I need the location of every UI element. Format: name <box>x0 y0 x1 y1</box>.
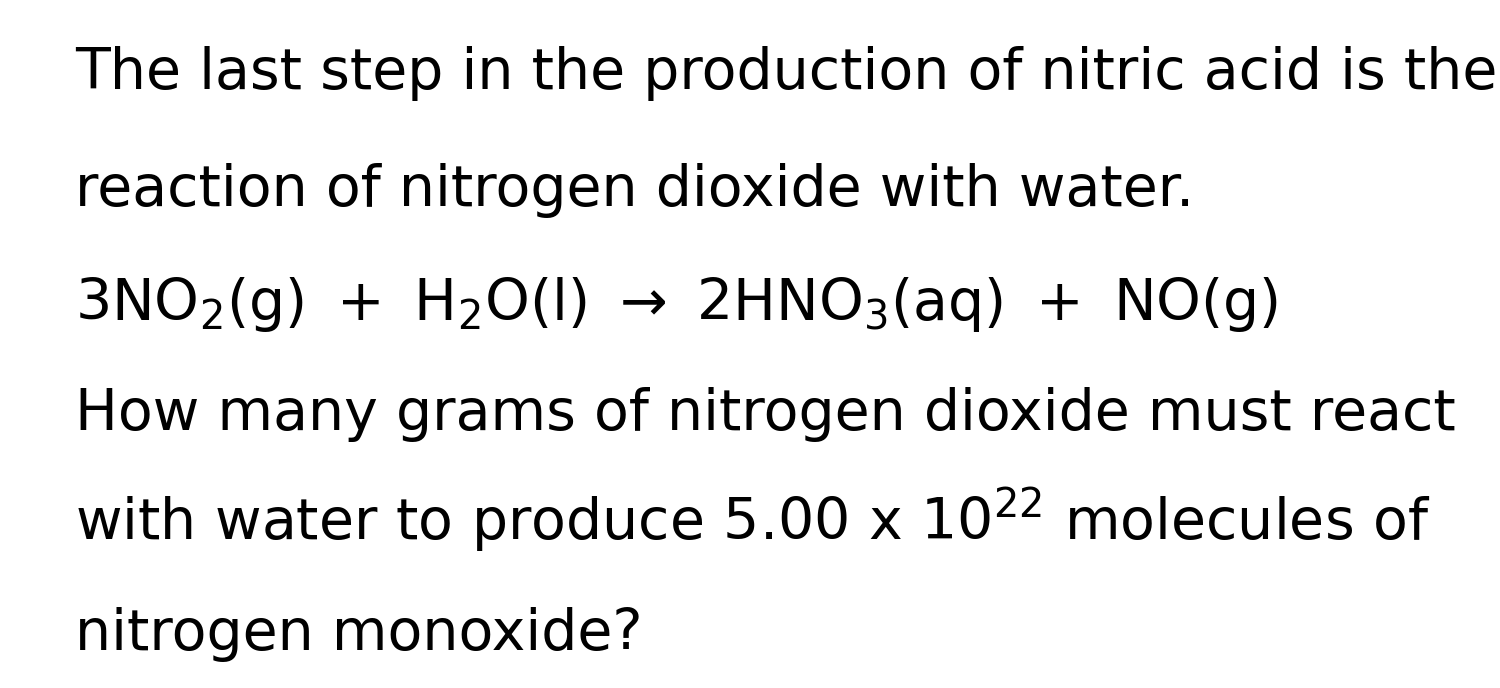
Text: The last step in the production of nitric acid is the: The last step in the production of nitri… <box>75 47 1497 101</box>
Text: How many grams of nitrogen dioxide must react: How many grams of nitrogen dioxide must … <box>75 387 1455 442</box>
Text: reaction of nitrogen dioxide with water.: reaction of nitrogen dioxide with water. <box>75 164 1194 218</box>
Text: $\mathregular{3NO_2(g)\ +\ H_2O(l)\ \rightarrow\ 2HNO_3(aq)\ +\ NO(g)}$: $\mathregular{3NO_2(g)\ +\ H_2O(l)\ \rig… <box>75 275 1278 334</box>
Text: nitrogen monoxide?: nitrogen monoxide? <box>75 607 642 662</box>
Text: $\mathregular{with\ water\ to\ produce\ 5.00\ x\ 10^{22}\ molecules\ of}$: $\mathregular{with\ water\ to\ produce\ … <box>75 486 1429 555</box>
